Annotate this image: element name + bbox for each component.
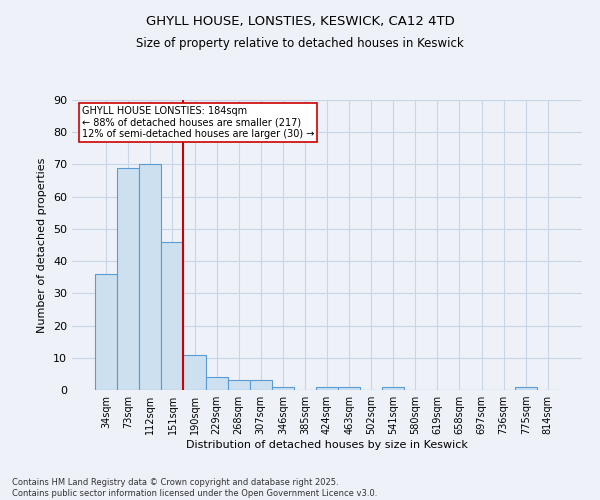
Bar xyxy=(515,387,537,390)
Text: Size of property relative to detached houses in Keswick: Size of property relative to detached ho… xyxy=(136,38,464,51)
Bar xyxy=(227,380,250,390)
Bar xyxy=(139,164,161,390)
Bar xyxy=(161,242,184,390)
Bar xyxy=(117,168,139,390)
Bar xyxy=(206,377,227,390)
Bar xyxy=(382,387,404,390)
Bar xyxy=(184,354,206,390)
Y-axis label: Number of detached properties: Number of detached properties xyxy=(37,158,47,332)
Bar xyxy=(250,380,272,390)
Text: Contains HM Land Registry data © Crown copyright and database right 2025.
Contai: Contains HM Land Registry data © Crown c… xyxy=(12,478,377,498)
Bar xyxy=(338,387,360,390)
Text: GHYLL HOUSE, LONSTIES, KESWICK, CA12 4TD: GHYLL HOUSE, LONSTIES, KESWICK, CA12 4TD xyxy=(146,15,454,28)
X-axis label: Distribution of detached houses by size in Keswick: Distribution of detached houses by size … xyxy=(186,440,468,450)
Text: GHYLL HOUSE LONSTIES: 184sqm
← 88% of detached houses are smaller (217)
12% of s: GHYLL HOUSE LONSTIES: 184sqm ← 88% of de… xyxy=(82,106,314,139)
Bar xyxy=(272,387,294,390)
Bar xyxy=(95,274,117,390)
Bar xyxy=(316,387,338,390)
